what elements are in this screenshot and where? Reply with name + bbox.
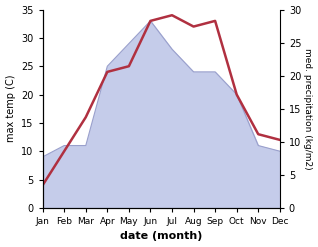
Y-axis label: med. precipitation (kg/m2): med. precipitation (kg/m2) — [303, 48, 313, 169]
X-axis label: date (month): date (month) — [120, 231, 203, 242]
Y-axis label: max temp (C): max temp (C) — [5, 75, 16, 143]
